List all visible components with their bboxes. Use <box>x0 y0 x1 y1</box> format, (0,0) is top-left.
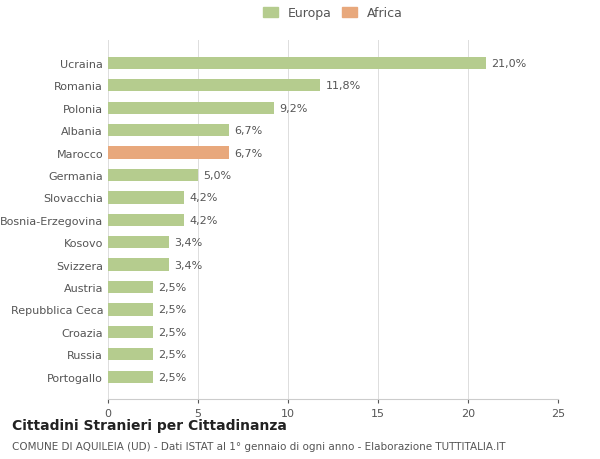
Legend: Europa, Africa: Europa, Africa <box>260 5 406 22</box>
Text: 2,5%: 2,5% <box>158 350 187 359</box>
Text: 2,5%: 2,5% <box>158 372 187 382</box>
Text: 2,5%: 2,5% <box>158 305 187 315</box>
Bar <box>108 102 274 115</box>
Text: COMUNE DI AQUILEIA (UD) - Dati ISTAT al 1° gennaio di ogni anno - Elaborazione T: COMUNE DI AQUILEIA (UD) - Dati ISTAT al … <box>12 441 505 451</box>
Bar <box>108 80 320 92</box>
Text: 4,2%: 4,2% <box>189 193 217 203</box>
Bar <box>108 169 198 182</box>
Text: Cittadini Stranieri per Cittadinanza: Cittadini Stranieri per Cittadinanza <box>12 418 287 431</box>
Bar <box>108 371 153 383</box>
Bar <box>108 259 169 271</box>
Text: 6,7%: 6,7% <box>234 148 262 158</box>
Bar <box>108 192 184 204</box>
Bar <box>108 304 153 316</box>
Text: 4,2%: 4,2% <box>189 215 217 225</box>
Bar <box>108 326 153 338</box>
Text: 11,8%: 11,8% <box>326 81 361 91</box>
Bar <box>108 125 229 137</box>
Text: 21,0%: 21,0% <box>491 59 527 69</box>
Text: 5,0%: 5,0% <box>203 171 232 180</box>
Bar <box>108 57 486 70</box>
Text: 6,7%: 6,7% <box>234 126 262 136</box>
Text: 9,2%: 9,2% <box>279 103 307 113</box>
Text: 2,5%: 2,5% <box>158 282 187 292</box>
Bar <box>108 147 229 159</box>
Text: 3,4%: 3,4% <box>175 238 203 248</box>
Bar <box>108 214 184 226</box>
Bar <box>108 348 153 361</box>
Bar <box>108 236 169 249</box>
Bar <box>108 281 153 294</box>
Text: 3,4%: 3,4% <box>175 260 203 270</box>
Text: 2,5%: 2,5% <box>158 327 187 337</box>
